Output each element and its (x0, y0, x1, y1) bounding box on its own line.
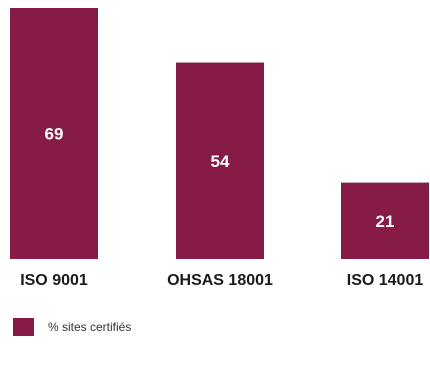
category-label: ISO 9001 (20, 272, 88, 289)
bar-iso-9001 (10, 8, 98, 259)
legend-swatch (13, 318, 34, 336)
bar-value-label: 54 (211, 152, 230, 171)
category-label: ISO 14001 (347, 272, 424, 289)
legend: % sites certifiés (13, 318, 131, 336)
legend-label: % sites certifiés (48, 320, 132, 334)
bar-iso-14001 (341, 182, 429, 259)
bar-ohsas-18001 (176, 62, 264, 259)
bar-value-label: 69 (45, 125, 64, 144)
category-label: OHSAS 18001 (167, 272, 273, 289)
bar-value-label: 21 (376, 212, 395, 231)
bar-chart: 69 ISO 9001 54 OHSAS 18001 21 ISO 14001 (10, 8, 429, 289)
